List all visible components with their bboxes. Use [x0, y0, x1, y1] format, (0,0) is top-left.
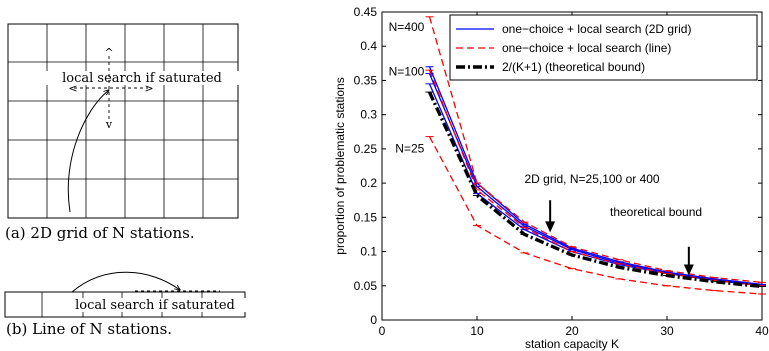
grid-border: [7, 23, 239, 219]
caption-a: (a) 2D grid of N stations.: [5, 224, 195, 242]
annotation-label: N=100: [389, 65, 425, 79]
y-tick-label: 0.15: [354, 210, 378, 224]
arrow-right-icon: >: [144, 82, 153, 95]
x-tick-label: 40: [755, 324, 769, 338]
y-tick-label: 0.45: [354, 5, 378, 19]
arrow-up-icon: ^: [104, 46, 113, 59]
line-placement-arrow: [71, 271, 180, 293]
annotation-label: theoretical bound: [610, 205, 702, 219]
panel-b-line-diagram: local search if saturated (b) Line of N …: [4, 271, 262, 338]
y-tick-label: 0.35: [354, 73, 378, 87]
y-tick-label: 0.4: [360, 39, 377, 53]
line-label-backdrop: [50, 298, 262, 312]
annotations: N=400 N=100 N=25 2D grid, N=25,100 or 400 th…: [389, 20, 702, 276]
x-tick-label: 0: [379, 324, 386, 338]
y-tick-label: 0.2: [360, 176, 377, 190]
panel-a-grid-diagram: local search if saturated ^ v < > (a) 2D…: [5, 23, 248, 242]
arrow-left-icon: <: [68, 82, 77, 95]
series-layer: [425, 16, 766, 295]
chart: proportion of problematic stations stati…: [333, 5, 769, 351]
series-line-line-3: [428, 16, 763, 284]
legend-label: one−choice + local search (line): [502, 41, 671, 55]
arrow-down-icon: v: [105, 118, 113, 131]
series-line-bound-6: [427, 91, 763, 289]
grid-label-backdrop: [36, 71, 248, 85]
y-tick-label: 0.05: [354, 279, 378, 293]
axes: 0 0.05 0.1 0.15 0.2 0.25 0.3 0.35 0.4 0.45 0 10 20 30…: [354, 5, 769, 338]
grid-local-search-label: local search if saturated: [62, 71, 222, 86]
grid-placement-arrow: [67, 90, 109, 213]
y-tick-label: 0.1: [360, 245, 377, 259]
x-tick-label: 30: [660, 324, 674, 338]
annotation-label: 2D grid, N=25,100 or 400: [525, 172, 660, 186]
x-tick-label: 20: [565, 324, 579, 338]
annotation-arrow-head: [683, 264, 694, 276]
legend: one−choice + local search (2D grid) one−c…: [449, 14, 758, 81]
annotation-label: N=25: [395, 141, 424, 155]
annotation-arrow-head: [545, 221, 556, 233]
y-tick-label: 0: [370, 313, 377, 327]
y-tick-label: 0.3: [360, 108, 377, 122]
y-tick-label: 0.25: [354, 142, 378, 156]
y-axis-label: proportion of problematic stations: [333, 77, 347, 254]
legend-label: one−choice + local search (2D grid): [502, 22, 691, 36]
series-line-2d-grid-0: [428, 66, 763, 286]
series-line-line-5: [428, 136, 763, 295]
x-axis-label: station capacity K: [525, 337, 619, 351]
series-line-2d-grid-1: [428, 73, 763, 286]
legend-label: 2/(K+1) (theoretical bound): [502, 60, 645, 74]
annotation-label: N=400: [389, 20, 425, 34]
x-tick-label: 10: [470, 324, 484, 338]
grid-lines: [8, 24, 238, 218]
legend-box: [449, 14, 758, 81]
caption-b: (b) Line of N stations.: [6, 320, 172, 338]
line-local-search-label: local search if saturated: [75, 298, 235, 313]
